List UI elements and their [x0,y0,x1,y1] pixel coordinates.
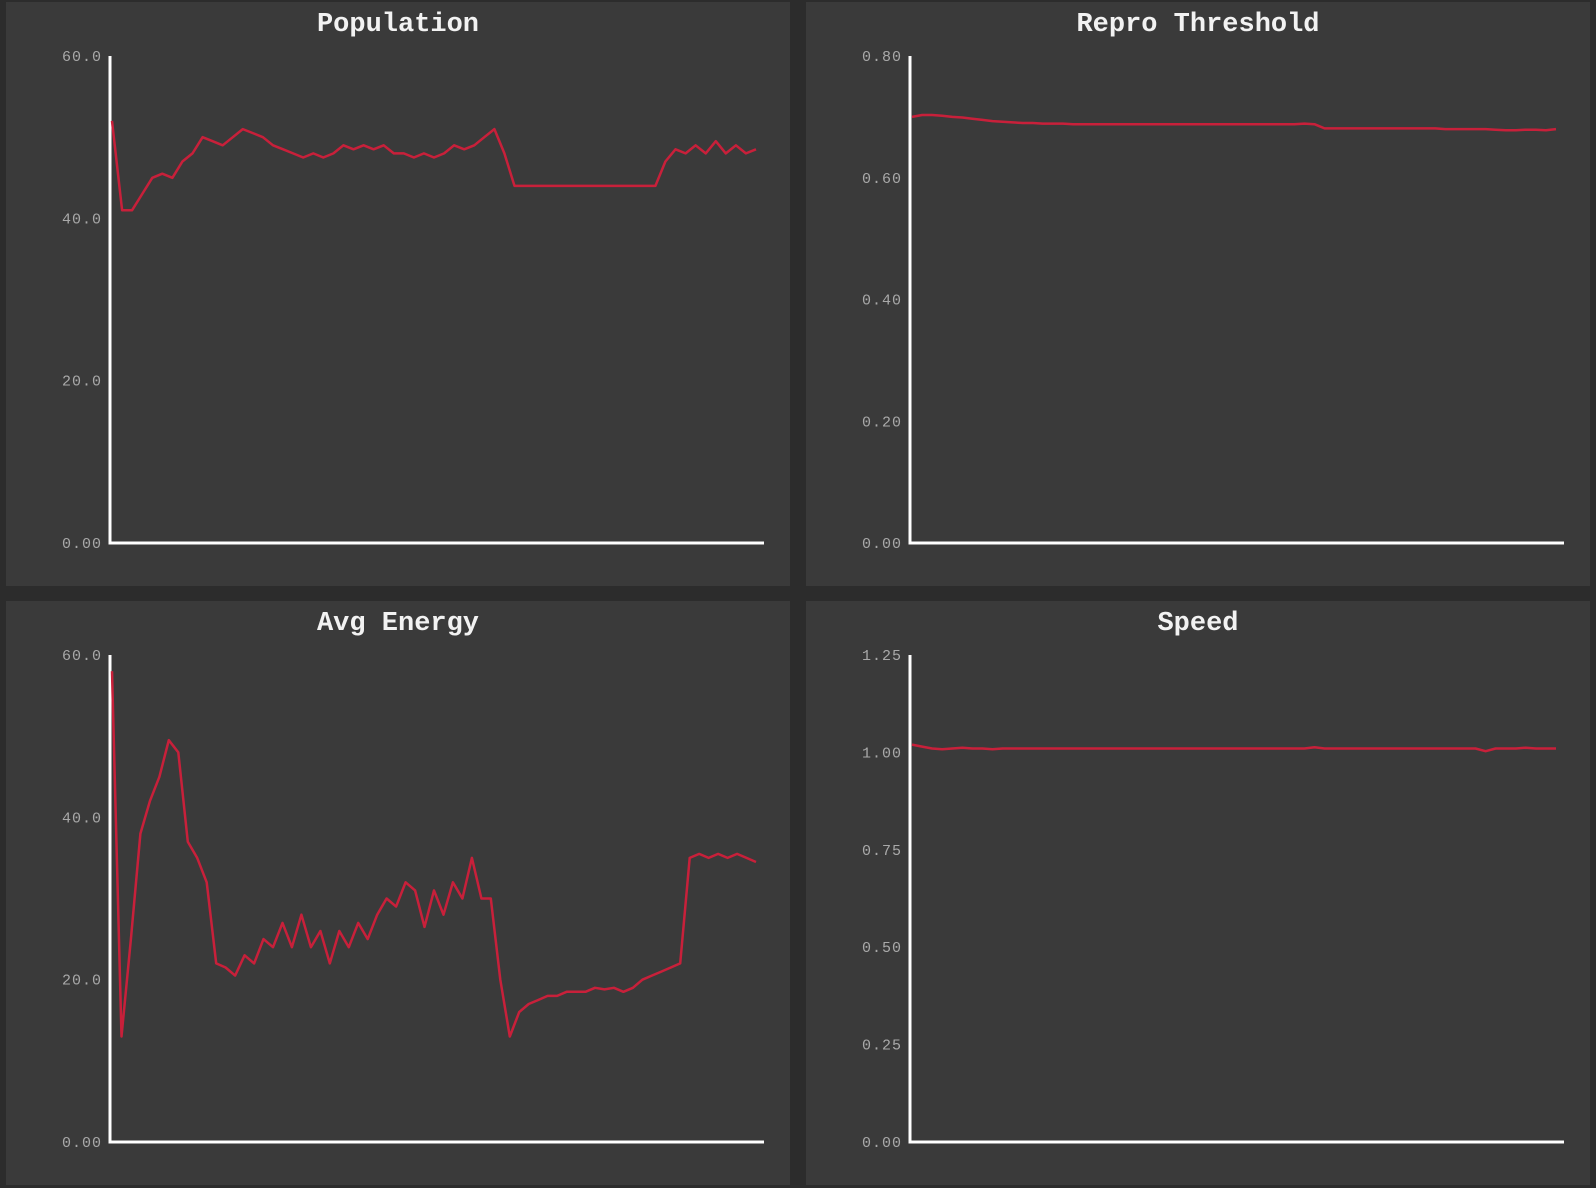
y-tick-label: 1.25 [862,648,902,665]
chart-plot: 0.00 0.20 0.40 0.60 0.80 [862,49,1564,553]
chart-panel-speed: 0.00 0.25 0.50 0.75 1.00 1.25 Speed [806,601,1590,1185]
chart-plot: 0.00 20.0 40.0 60.0 [62,648,764,1152]
chart-panel-avg-energy: 0.00 20.0 40.0 60.0 Avg Energy [6,601,790,1185]
y-tick-label: 1.00 [862,745,902,762]
series-line [110,671,757,1038]
y-tick-label: 0.00 [862,536,902,553]
y-tick-label: 0.25 [862,1038,902,1055]
y-tick-label: 0.50 [862,940,902,957]
y-tick-label: 0.80 [862,49,902,66]
series-line [110,120,757,212]
chart-plot: 0.00 20.0 40.0 60.0 [62,49,764,553]
chart-plot: 0.00 0.25 0.50 0.75 1.00 1.25 [862,648,1564,1152]
y-tick-label: 40.0 [62,810,102,827]
series-line [911,743,1556,753]
y-tick-label: 60.0 [62,648,102,665]
chart-panel-population: 0.00 20.0 40.0 60.0 Population [6,2,790,586]
y-tick-label: 0.00 [862,1135,902,1152]
y-tick-label: 0.20 [862,414,902,431]
y-tick-label: 0.00 [62,1135,102,1152]
chart-panel-repro-threshold: 0.00 0.20 0.40 0.60 0.80 Repro Threshold [806,2,1590,586]
y-tick-label: 0.60 [862,171,902,188]
chart-title: Speed [1157,609,1239,639]
y-tick-label: 0.75 [862,843,902,860]
y-tick-label: 20.0 [62,973,102,990]
chart-title: Avg Energy [316,609,480,639]
y-tick-label: 0.40 [862,293,902,310]
y-tick-label: 20.0 [62,374,102,391]
y-tick-label: 0.00 [62,536,102,553]
series-line [911,113,1557,132]
chart-title: Population [316,10,480,40]
chart-title: Repro Threshold [1076,10,1320,40]
y-tick-label: 60.0 [62,49,102,66]
y-tick-label: 40.0 [62,211,102,228]
